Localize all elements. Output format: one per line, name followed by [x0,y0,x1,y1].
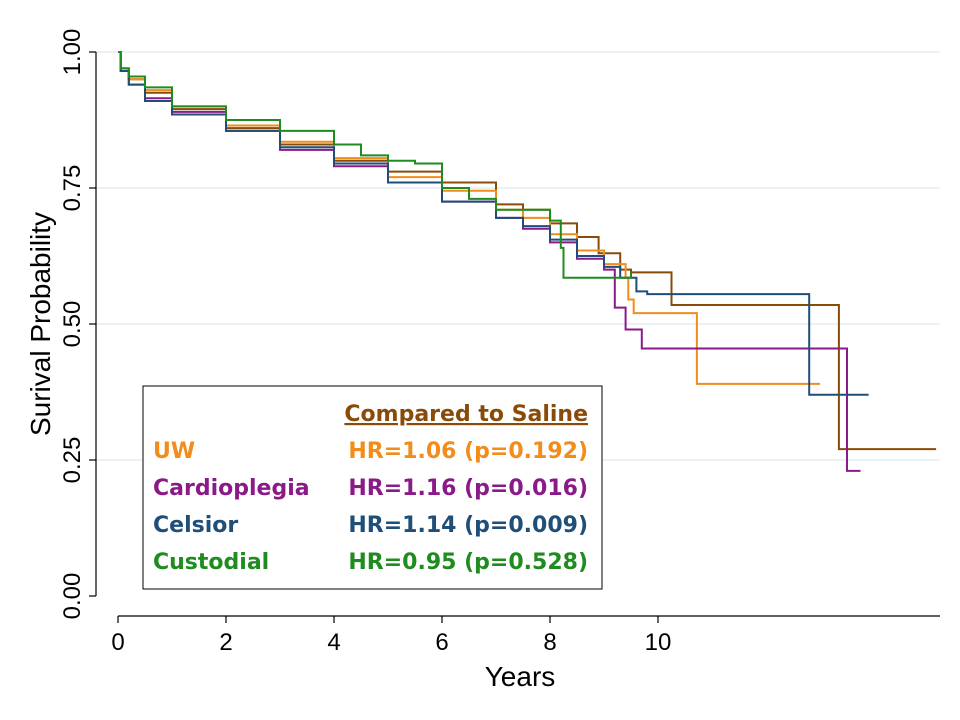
series-line-celsior [118,51,869,396]
x-tick-label: 6 [435,629,448,656]
y-tick-label: 0.50 [59,301,86,348]
legend-label: UW [153,439,195,464]
y-tick-label: 1.00 [59,29,86,76]
x-tick-label: 4 [327,629,340,656]
y-tick-label: 0.00 [59,573,86,620]
legend-stat: HR=1.16 (p=0.016) [348,476,588,501]
legend: Compared to Saline UW HR=1.06 (p=0.192) Ca… [142,385,603,590]
axis-ticks: 0.00 0.25 0.50 0.75 1.00 0 2 4 6 8 10 [59,29,671,656]
x-tick-label: 2 [219,629,232,656]
y-tick-label: 0.25 [59,437,86,484]
legend-label: Celsior [153,513,238,538]
legend-stat: HR=1.14 (p=0.009) [348,513,588,538]
legend-box [142,385,603,590]
x-axis-title: Years [485,661,556,692]
series-line-uw [118,51,820,385]
legend-stat: HR=0.95 (p=0.528) [348,550,588,575]
x-tick-label: 8 [543,629,556,656]
x-tick-label: 10 [645,629,672,656]
legend-label: Cardioplegia [153,476,310,501]
series-line-custodial [118,51,632,279]
legend-label: Custodial [153,550,269,575]
y-tick-label: 0.75 [59,165,86,212]
series-lines [118,51,937,472]
y-axis-title: Surival Probability [25,212,56,436]
legend-stat: HR=1.06 (p=0.192) [348,439,588,464]
legend-header: Compared to Saline [344,402,588,427]
x-tick-label: 0 [111,629,124,656]
